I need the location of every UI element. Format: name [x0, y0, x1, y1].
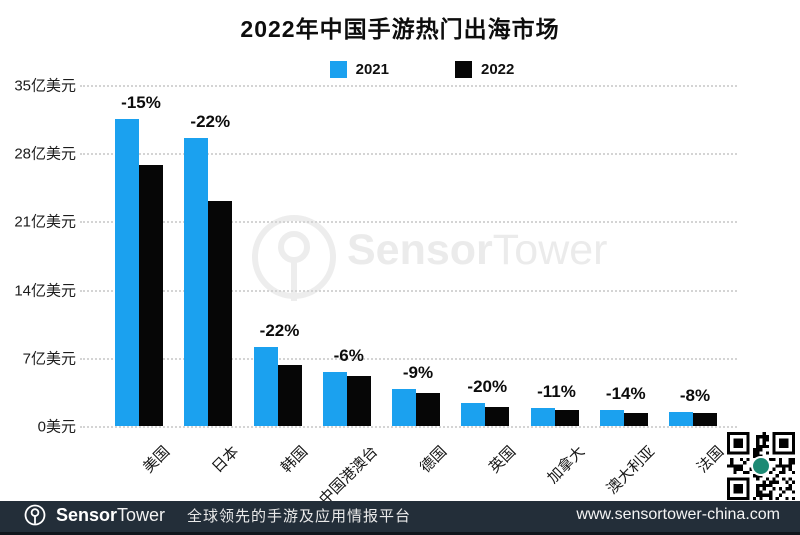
bar-2021-5	[461, 402, 486, 426]
change-label: -8%	[679, 385, 711, 405]
legend-item-2021: 2021	[329, 61, 389, 78]
gridline	[80, 85, 737, 87]
bar-2022-0	[139, 164, 163, 426]
bar-2021-6	[530, 408, 555, 426]
footer-tagline: 全球领先的手游及应用情报平台	[187, 507, 412, 525]
qr-center-logo-icon	[751, 456, 771, 476]
bar-2022-5	[485, 407, 510, 426]
footer-bar: SensorTower 全球领先的手游及应用情报平台 www.sensortow…	[0, 501, 800, 535]
chart-legend: 2021 2022	[22, 61, 800, 78]
change-label: -9%	[402, 363, 434, 383]
y-axis-tick-label: 14亿美元	[14, 282, 76, 300]
y-axis-tick-label: 21亿美元	[14, 213, 76, 231]
bar-2021-1	[184, 137, 209, 426]
gridline	[80, 221, 737, 224]
x-axis-category-label: 美国	[139, 443, 174, 477]
x-axis-category-label: 英国	[486, 443, 520, 477]
x-axis-category-label: 日本	[209, 443, 243, 477]
x-axis-category-label: 德国	[416, 443, 451, 477]
legend-label: 2022	[481, 61, 515, 78]
change-label: -6%	[333, 346, 364, 366]
gridline	[80, 289, 737, 292]
bar-2022-7	[623, 412, 648, 426]
y-axis-tick-label: 35亿美元	[14, 77, 76, 95]
sensortower-logo-icon	[24, 504, 46, 526]
legend-swatch-2022	[455, 61, 472, 78]
footer-brand-name: SensorTower	[56, 504, 166, 525]
bar-2022-3	[346, 375, 371, 426]
y-axis-tick-label: 28亿美元	[14, 145, 76, 163]
bar-2021-3	[322, 372, 347, 426]
change-label: -15%	[121, 93, 161, 113]
change-label: -22%	[190, 111, 231, 131]
change-label: -11%	[537, 382, 576, 402]
bar-2021-4	[392, 389, 416, 426]
bar-2022-6	[554, 410, 579, 426]
footer-url[interactable]: www.sensortower-china.com	[576, 506, 780, 523]
legend-label: 2021	[355, 61, 389, 78]
footer-brand-block: SensorTower 全球领先的手游及应用情报平台	[24, 504, 576, 526]
bar-2022-1	[208, 200, 233, 426]
bar-2021-8	[669, 411, 693, 426]
bar-2021-7	[599, 410, 624, 426]
legend-item-2022: 2022	[455, 61, 514, 78]
gridline	[80, 153, 737, 156]
qr-code	[727, 432, 795, 500]
x-axis-category-label: 中国港澳台	[315, 443, 381, 509]
x-axis-category-label: 法国	[693, 443, 728, 477]
bar-2022-2	[277, 364, 302, 426]
y-axis-tick-label: 7亿美元	[22, 350, 76, 368]
change-label: -14%	[605, 384, 646, 404]
x-axis-category-label: 加拿大	[544, 443, 589, 487]
x-axis-category-label: 澳大利亚	[603, 443, 658, 498]
bar-2022-8	[693, 413, 717, 426]
bar-2022-4	[416, 392, 440, 426]
y-axis-tick-label: 0美元	[37, 418, 76, 436]
x-axis-category-label: 韩国	[278, 443, 312, 477]
chart-title: 2022年中国手游热门出海市场	[240, 16, 560, 42]
change-label: -22%	[259, 321, 300, 341]
bar-2021-0	[115, 119, 139, 426]
legend-swatch-2021	[329, 61, 347, 78]
gridline	[80, 426, 737, 428]
bar-2021-2	[253, 347, 278, 426]
change-label: -20%	[467, 376, 508, 396]
gridline	[80, 357, 737, 360]
